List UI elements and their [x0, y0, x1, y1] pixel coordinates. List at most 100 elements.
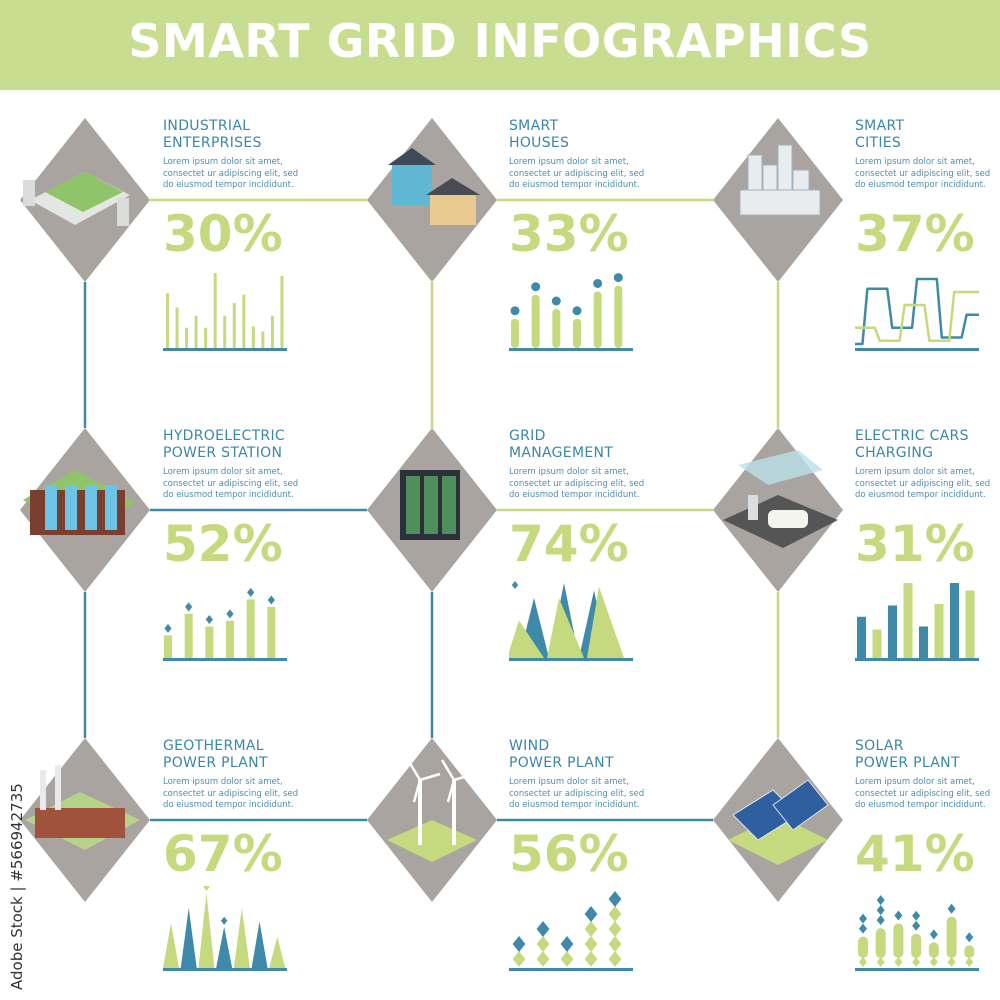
mini-chart: [855, 583, 979, 661]
chart-diamond-marker: [947, 957, 956, 967]
card-percent: 74%: [509, 515, 629, 573]
chart-peak: [587, 586, 624, 658]
diamond-tile: [713, 118, 843, 282]
chart-diamond-marker: [560, 951, 574, 967]
card-title: SMART CITIES: [855, 118, 990, 152]
card-percent: 31%: [855, 515, 975, 573]
chart-baseline: [509, 658, 633, 661]
info-card: WIND POWER PLANT Lorem ipsum dolor sit am…: [509, 738, 644, 971]
chart-baseline: [855, 658, 979, 661]
card-title: WIND POWER PLANT: [509, 738, 644, 772]
card-percent: 37%: [855, 205, 975, 263]
chart-spike: [216, 926, 233, 968]
chart-diamond-marker: [205, 615, 213, 624]
card-percent: 41%: [855, 825, 975, 883]
card-description: Lorem ipsum dolor sit amet, consectet ur…: [163, 467, 299, 500]
card-description: Lorem ipsum dolor sit amet, consectet ur…: [855, 777, 991, 810]
diamond-tile: [713, 428, 843, 592]
chart-bar: [858, 936, 868, 958]
geothermal-plant-icon: [25, 765, 140, 850]
chart-bar: [194, 315, 198, 348]
chart-bar: [164, 635, 172, 658]
chart-baseline: [855, 348, 979, 351]
chart-diamond-marker: [267, 595, 275, 605]
chart-bar: [213, 273, 217, 348]
chart-diamond-marker: [584, 951, 598, 967]
info-card: SMART HOUSES Lorem ipsum dolor sit amet, …: [509, 118, 644, 351]
chart-bar: [175, 307, 179, 348]
card-title-line: SOLAR: [855, 738, 904, 754]
chart-diamond-marker: [512, 951, 526, 967]
chart-dot: [593, 278, 603, 288]
chart-diamond-marker: [965, 957, 974, 967]
diamond-tile: [20, 428, 150, 592]
chart-dot: [613, 273, 623, 283]
chart-diamond-marker: [894, 910, 903, 921]
page-title: SMART GRID INFOGRAPHICS: [128, 14, 872, 68]
diamond-tile: [367, 118, 497, 282]
card-percent: 30%: [163, 205, 283, 263]
info-card: SMART CITIES Lorem ipsum dolor sit amet, …: [855, 118, 990, 351]
chart-dot: [551, 296, 561, 306]
chart-baseline: [163, 968, 287, 971]
chart-spike: [269, 936, 286, 968]
mini-chart: [855, 895, 979, 971]
chart-bar: [251, 326, 255, 348]
card-title-line: CITIES: [855, 135, 902, 151]
car-charging-icon: [723, 450, 838, 548]
diamond-tile: [20, 118, 150, 282]
chart-bar: [964, 945, 975, 958]
chart-diamond-marker: [859, 923, 867, 934]
chart-diamond-marker: [560, 936, 574, 952]
chart-diamond-marker: [226, 609, 234, 619]
chart-bar: [888, 605, 897, 658]
chart-bar: [232, 303, 236, 348]
chart-bar: [573, 318, 581, 348]
card-title-line: SMART: [855, 118, 905, 134]
chart-baseline: [509, 968, 633, 971]
chart-bar: [223, 315, 227, 348]
mini-chart: [163, 587, 287, 661]
card-title: ELECTRIC CARS CHARGING: [855, 428, 990, 462]
chart-diamond-marker: [929, 929, 938, 940]
mini-chart: [509, 581, 633, 661]
chart-diamond-marker: [608, 951, 622, 967]
chart-diamond-marker: [929, 957, 938, 967]
card-description: Lorem ipsum dolor sit amet, consectet ur…: [163, 157, 299, 190]
chart-bar: [872, 629, 882, 658]
chart-bar: [903, 583, 913, 658]
chart-diamond-marker: [584, 906, 598, 922]
card-title: INDUSTRIAL ENTERPRISES: [163, 118, 298, 152]
info-card: GRID MANAGEMENT Lorem ipsum dolor sit ame…: [509, 428, 644, 661]
chart-baseline: [163, 658, 287, 661]
chart-diamond-marker: [859, 957, 867, 967]
factory-icon: [23, 172, 130, 226]
info-card: ELECTRIC CARS CHARGING Lorem ipsum dolor …: [855, 428, 990, 661]
card-title-line: ENTERPRISES: [163, 135, 262, 151]
dam-icon: [23, 470, 135, 535]
chart-diamond-marker: [512, 936, 526, 952]
chart-bar: [614, 285, 623, 348]
chart-peak: [509, 620, 544, 658]
server-rack-icon: [400, 470, 460, 540]
chart-diamond-marker: [912, 910, 921, 921]
chart-diamond-marker: [876, 915, 885, 926]
chart-spike: [180, 908, 197, 968]
houses-icon: [388, 148, 480, 225]
chart-bar: [893, 923, 904, 958]
chart-baseline: [509, 348, 633, 351]
chart-diamond-marker: [608, 936, 622, 952]
wind-turbine-icon: [387, 759, 477, 862]
chart-bar: [184, 613, 193, 658]
info-card: GEOTHERMAL POWER PLANT Lorem ipsum dolor …: [163, 738, 298, 971]
card-percent: 56%: [509, 825, 629, 883]
chart-bar: [226, 620, 234, 658]
chart-bar: [946, 916, 957, 958]
chart-diamond-marker: [185, 602, 193, 612]
chart-diamond-marker: [947, 903, 956, 914]
info-card: SOLAR POWER PLANT Lorem ipsum dolor sit a…: [855, 738, 990, 971]
chart-line: [855, 290, 979, 342]
chart-diamond-marker: [859, 913, 867, 924]
card-description: Lorem ipsum dolor sit amet, consectet ur…: [855, 157, 991, 190]
